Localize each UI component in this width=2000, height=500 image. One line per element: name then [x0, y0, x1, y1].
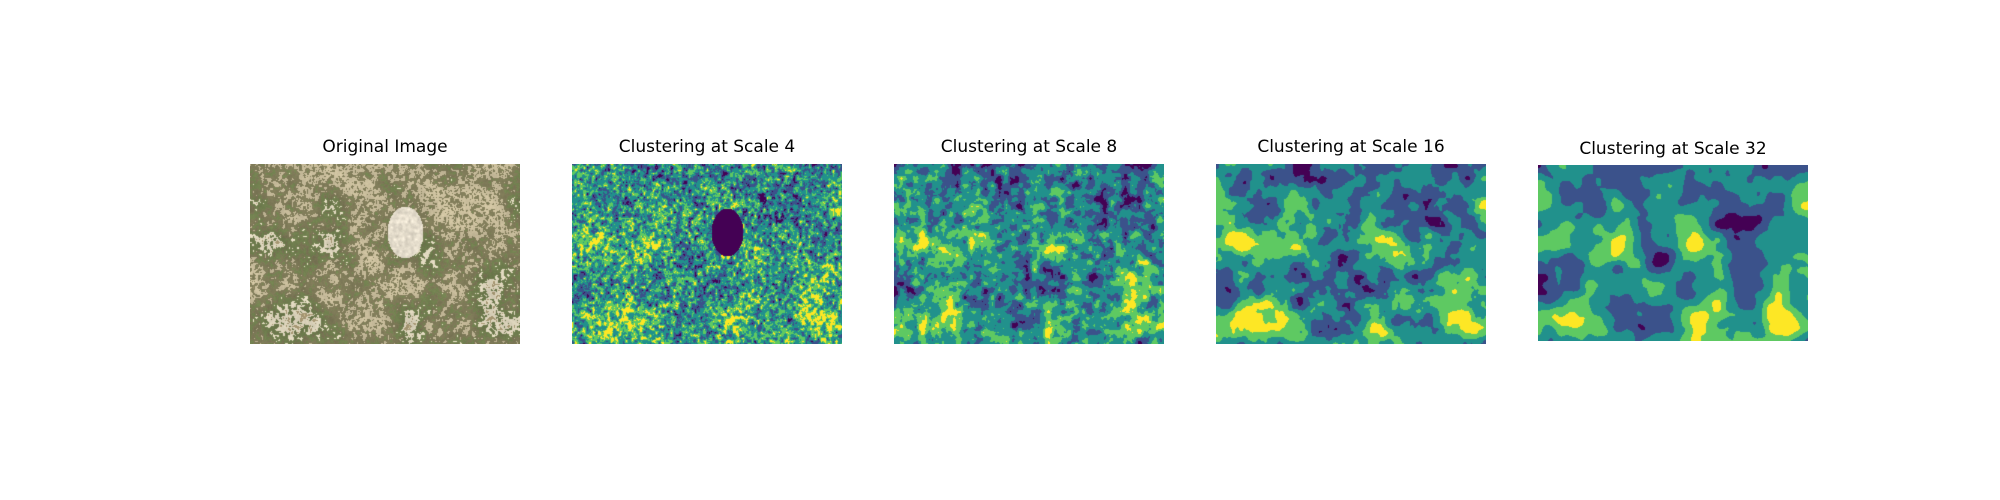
scale-8-clustering-panel: Clustering at Scale 8 [894, 137, 1164, 344]
scale-8-cluster-map [894, 164, 1164, 344]
original-image-panel: Original Image [250, 137, 520, 344]
scale-16-clustering-panel: Clustering at Scale 16 [1216, 137, 1486, 344]
panel-title: Clustering at Scale 16 [1257, 137, 1445, 157]
original-aerial-photo [250, 164, 520, 344]
scale-32-clustering-panel: Clustering at Scale 32 [1538, 139, 1808, 341]
panel-title: Clustering at Scale 32 [1579, 139, 1767, 159]
scale-4-cluster-map [572, 164, 842, 344]
scale-32-cluster-map [1538, 165, 1808, 341]
panel-title: Original Image [322, 137, 448, 157]
scale-4-clustering-panel: Clustering at Scale 4 [572, 137, 842, 344]
panel-title: Clustering at Scale 4 [618, 137, 796, 157]
panel-title: Clustering at Scale 8 [940, 137, 1118, 157]
scale-16-cluster-map [1216, 164, 1486, 344]
